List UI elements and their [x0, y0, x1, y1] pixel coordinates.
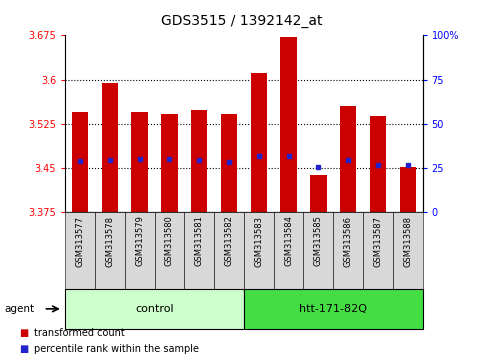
Text: GSM313584: GSM313584	[284, 216, 293, 267]
Bar	[131, 112, 148, 212]
Bar	[65, 212, 95, 290]
Text: percentile rank within the sample: percentile rank within the sample	[34, 344, 199, 354]
Text: GSM313583: GSM313583	[255, 216, 263, 267]
Text: GSM313588: GSM313588	[403, 216, 412, 267]
Bar	[102, 82, 118, 212]
Bar	[65, 289, 244, 329]
Text: GSM313579: GSM313579	[135, 216, 144, 267]
Bar	[363, 212, 393, 290]
Bar	[281, 37, 297, 212]
Bar	[251, 73, 267, 212]
Bar	[244, 212, 274, 290]
Text: agent: agent	[5, 304, 35, 314]
Bar	[72, 112, 88, 212]
Text: GSM313581: GSM313581	[195, 216, 204, 267]
Bar	[399, 167, 416, 212]
Text: GSM313578: GSM313578	[105, 216, 114, 267]
Text: GSM313585: GSM313585	[314, 216, 323, 267]
Text: control: control	[135, 304, 174, 314]
Bar	[310, 175, 327, 212]
Text: GSM313586: GSM313586	[344, 216, 353, 267]
Text: htt-171-82Q: htt-171-82Q	[299, 304, 367, 314]
Text: ■: ■	[19, 344, 28, 354]
Bar	[221, 114, 237, 212]
Text: GDS3515 / 1392142_at: GDS3515 / 1392142_at	[161, 14, 322, 28]
Text: transformed count: transformed count	[34, 328, 125, 338]
Bar	[340, 106, 356, 212]
Bar	[125, 212, 155, 290]
Bar	[191, 110, 207, 212]
Bar	[155, 212, 185, 290]
Text: GSM313587: GSM313587	[373, 216, 383, 267]
Bar	[214, 212, 244, 290]
Bar	[274, 212, 303, 290]
Text: GSM313580: GSM313580	[165, 216, 174, 267]
Text: ■: ■	[19, 328, 28, 338]
Bar	[370, 116, 386, 212]
Text: GSM313582: GSM313582	[225, 216, 233, 267]
Bar	[303, 212, 333, 290]
Bar	[185, 212, 214, 290]
Bar	[393, 212, 423, 290]
Bar	[333, 212, 363, 290]
Bar	[95, 212, 125, 290]
Text: GSM313577: GSM313577	[76, 216, 85, 267]
Bar	[244, 289, 423, 329]
Bar	[161, 114, 178, 212]
